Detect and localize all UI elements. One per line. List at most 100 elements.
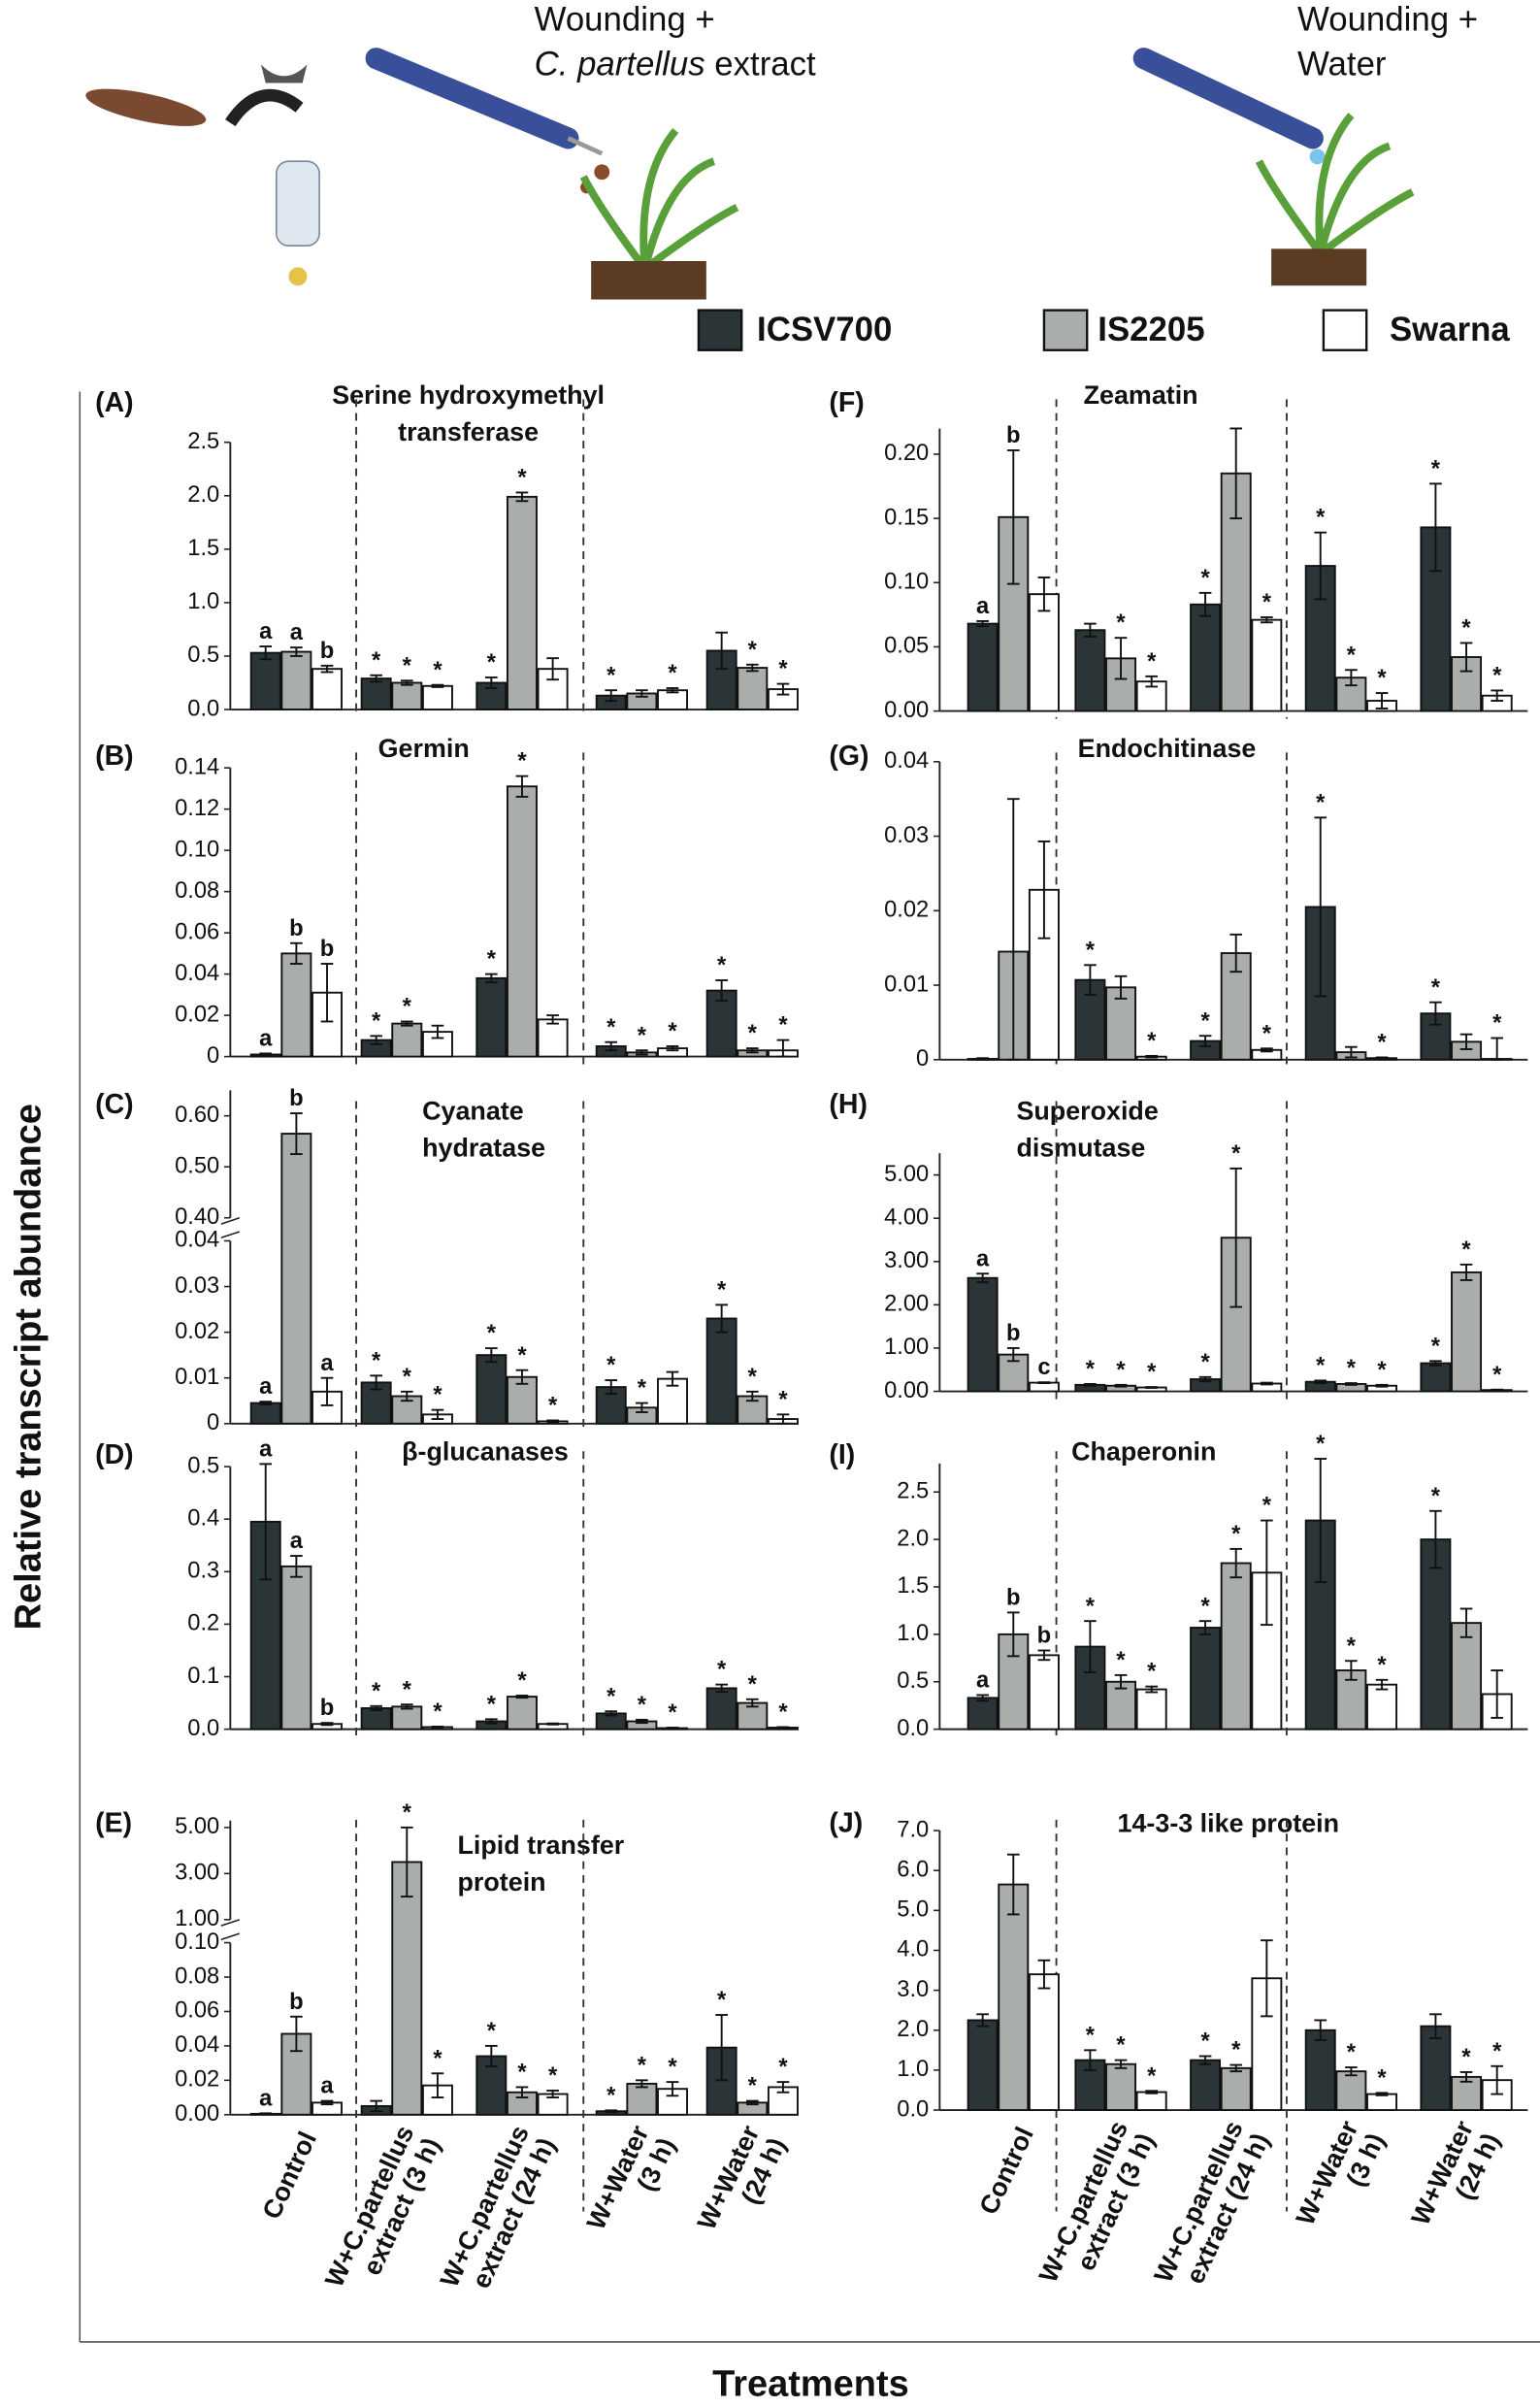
significance-label: * bbox=[1431, 975, 1441, 1001]
significance-label: * bbox=[1316, 790, 1326, 815]
significance-label: * bbox=[487, 650, 497, 676]
legend-swatch bbox=[1042, 309, 1089, 351]
significance-label: a bbox=[259, 619, 273, 644]
error-bar bbox=[1314, 1379, 1327, 1385]
chart-title: Cyanate bbox=[422, 1096, 524, 1125]
error-bar bbox=[1114, 1383, 1128, 1388]
panel-label: (J) bbox=[829, 1808, 863, 1839]
significance-label: c bbox=[1037, 1355, 1050, 1380]
error-bar bbox=[1037, 1649, 1051, 1662]
y-tick-label: 4.0 bbox=[897, 1937, 929, 1963]
bar bbox=[1251, 618, 1283, 712]
error-bar bbox=[976, 1057, 989, 1061]
error-bar bbox=[370, 1035, 382, 1045]
significance-label: * bbox=[668, 2055, 677, 2080]
significance-label: * bbox=[638, 1023, 647, 1048]
bar bbox=[1028, 1654, 1060, 1731]
bar bbox=[1220, 1562, 1252, 1731]
bar bbox=[1451, 1270, 1483, 1393]
y-tick-label: 0.5 bbox=[187, 1453, 219, 1478]
panel-label: (E) bbox=[95, 1808, 132, 1839]
significance-label: * bbox=[1492, 1363, 1502, 1388]
error-bar bbox=[1037, 840, 1051, 940]
y-tick-label: 0.01 bbox=[175, 1365, 219, 1390]
error-bar bbox=[666, 1045, 679, 1052]
bar bbox=[249, 651, 281, 710]
category-label: W+Water(24 h) bbox=[1405, 2116, 1505, 2229]
y-tick-label: 0.02 bbox=[175, 2067, 219, 2093]
y-tick-label: 0.08 bbox=[175, 1963, 219, 1989]
bar bbox=[1420, 1362, 1452, 1393]
error-bar bbox=[1145, 2090, 1159, 2095]
error-bar bbox=[1459, 1033, 1473, 1050]
error-bar bbox=[1114, 2059, 1128, 2069]
significance-label: * bbox=[717, 1988, 727, 2013]
y-tick-label: 0 bbox=[207, 1043, 219, 1069]
y-tick-label: 1.0 bbox=[897, 1621, 929, 1646]
error-bar bbox=[1491, 2064, 1504, 2095]
y-tick-label: 0.50 bbox=[175, 1153, 219, 1178]
error-bar bbox=[1345, 1045, 1358, 1059]
error-bar bbox=[1084, 964, 1097, 996]
category-label: Control bbox=[973, 2123, 1039, 2219]
significance-label: * bbox=[403, 995, 412, 1020]
error-bar bbox=[1459, 1607, 1473, 1638]
error-bar bbox=[1314, 1458, 1327, 1584]
significance-label: * bbox=[1147, 1660, 1157, 1685]
y-tick-label: 0.12 bbox=[175, 796, 219, 821]
error-bar bbox=[1491, 1037, 1504, 1061]
significance-label: * bbox=[1347, 1633, 1357, 1659]
significance-label: b bbox=[320, 1696, 335, 1721]
significance-label: * bbox=[1086, 1594, 1096, 1619]
significance-label: * bbox=[372, 1008, 381, 1034]
error-bar bbox=[1345, 2066, 1358, 2077]
y-tick-label: 0.0 bbox=[187, 696, 219, 721]
significance-label: * bbox=[1200, 1350, 1210, 1375]
error-bar bbox=[290, 2015, 303, 2053]
y-tick-label: 3.0 bbox=[897, 1977, 929, 2002]
error-bar bbox=[431, 1024, 444, 1039]
legend-label: IS2205 bbox=[1098, 311, 1204, 348]
bar bbox=[249, 1402, 281, 1425]
y-tick-label: 7.0 bbox=[897, 1817, 929, 1842]
error-bar bbox=[290, 1112, 303, 1156]
bar bbox=[1220, 2066, 1252, 2111]
y-tick-label: 0.02 bbox=[175, 1319, 219, 1344]
significance-label: a bbox=[259, 2086, 273, 2111]
significance-label: * bbox=[778, 1387, 788, 1412]
significance-label: * bbox=[1200, 566, 1210, 591]
error-bar bbox=[715, 1683, 728, 1694]
error-bar bbox=[546, 1014, 559, 1025]
chart-title: β-glucanases bbox=[402, 1437, 569, 1467]
error-bar bbox=[1429, 482, 1442, 573]
error-bar bbox=[431, 2072, 444, 2099]
significance-label: b bbox=[1006, 423, 1021, 448]
error-bar bbox=[776, 1726, 790, 1730]
error-bar bbox=[666, 687, 679, 694]
panel-label: (C) bbox=[95, 1089, 134, 1120]
error-bar bbox=[546, 657, 559, 681]
significance-label: b bbox=[289, 1086, 304, 1111]
significance-label: * bbox=[1086, 938, 1096, 963]
y-tick-label: 0.08 bbox=[175, 878, 219, 904]
error-bar bbox=[1261, 1381, 1273, 1386]
significance-label: * bbox=[487, 1321, 497, 1346]
bar bbox=[280, 952, 312, 1058]
error-bar bbox=[666, 1727, 679, 1731]
significance-label: * bbox=[1377, 2065, 1387, 2091]
significance-label: * bbox=[1116, 1648, 1126, 1673]
error-bar bbox=[776, 2081, 790, 2094]
chart-title: dismutase bbox=[1016, 1133, 1145, 1162]
significance-label: * bbox=[1231, 2038, 1241, 2063]
bar bbox=[1028, 593, 1060, 712]
bar bbox=[1074, 629, 1106, 712]
error-bar bbox=[1084, 2049, 1097, 2071]
panel-label: (B) bbox=[95, 741, 134, 772]
error-bar bbox=[1375, 2092, 1389, 2096]
significance-label: * bbox=[778, 1700, 788, 1726]
y-tick-label: 1.5 bbox=[897, 1573, 929, 1599]
significance-label: * bbox=[668, 1700, 677, 1726]
bar bbox=[967, 622, 999, 712]
